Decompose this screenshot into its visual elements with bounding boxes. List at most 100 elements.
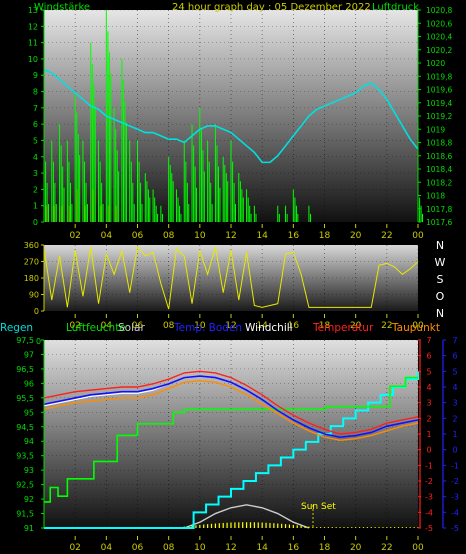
temperature-axis-ticks: -5 -4 -3 -2 -1 0 1 2 3 4 5 6 7 [418,336,433,533]
x-tick-label: 14 [256,543,268,553]
x-tick-label: 12 [225,231,236,241]
x-tick-label: 08 [163,543,175,553]
x-tick-label: 00 [412,231,424,241]
humidity-tick-label: 95 [24,408,34,417]
x-tick-label: 02 [69,231,80,241]
compass-label: N [436,307,444,320]
pressure-tick-label: 1018,2 [426,178,452,187]
x-tick-label: 20 [350,543,362,553]
x-tick-label: 16 [288,543,300,553]
legend-solar: Solar [118,322,145,334]
mid-x-axis-ticks: 02 04 06 08 10 12 14 16 18 20 22 00 [69,314,424,331]
x-tick-label: 00 [412,543,424,553]
compass-label: W [435,256,446,269]
wind-tick-label: 11 [28,39,38,48]
direction-tick-label: 180 [24,274,39,283]
x-tick-label: 06 [132,543,144,553]
temperature-humidity-panel: Sun Set 91 91,5 92 92,5 93 93,5 94 94,5 95 95,5 96… [16,336,459,553]
humidity-tick-label: 91,5 [16,510,34,519]
wind-tick-label: 10 [28,55,38,64]
x-tick-label: 10 [194,231,206,241]
legend-windchill: Windchill [245,322,293,334]
pressure-axis-ticks: 1017,6 1017,8 1018 1018,2 1018,4 1018,6 1018,8… [417,6,452,227]
legend-dewpoint: Taupunkt [391,322,440,334]
humidity-tick-label: 92 [24,495,34,504]
x-tick-label: 12 [225,321,236,331]
x-tick-label: 18 [319,231,331,241]
wind-tick-label: 3 [33,169,38,178]
x-tick-label: 18 [319,543,331,553]
x-tick-label: 08 [163,321,175,331]
pressure-tick-label: 1018,6 [426,152,452,161]
temperature-tick-label: 4 [426,383,431,392]
wind-tick-label: 13 [28,6,38,15]
humidity-tick-label: 93 [24,466,34,475]
legend-row: Regen Luftfeuchte Solar Temp. Boden Wind… [0,322,440,334]
pressure-tick-label: 1018 [426,192,445,201]
x-tick-label: 10 [194,543,206,553]
pressure-tick-label: 1020,8 [426,6,452,15]
soil-temp-tick-label: 0 [452,446,457,455]
humidity-tick-label: 97 [24,350,34,359]
pressure-tick-label: 1019,8 [426,72,452,81]
soil-temp-tick-label: 4 [452,383,457,392]
x-tick-label: 14 [256,321,268,331]
x-tick-label: 04 [101,321,113,331]
x-tick-label: 02 [69,321,80,331]
wind-tick-label: 4 [33,153,38,162]
soil-temp-line [43,375,419,438]
temperature-tick-label: 5 [426,367,431,376]
compass-label: N [436,239,444,252]
soil-temp-tick-label: 2 [452,414,457,423]
humidity-tick-label: 94,5 [16,423,34,432]
humidity-line [44,376,418,503]
x-tick-label: 10 [194,321,206,331]
pressure-line [43,68,419,164]
temperature-tick-label: -5 [425,524,433,533]
direction-tick-label: 270 [24,258,39,267]
soil-temp-tick-label: -2 [451,477,459,486]
wind-tick-label: 7 [33,104,38,113]
soil-temp-tick-label: -3 [451,493,459,502]
top-x-axis-ticks: 02 04 06 08 10 12 14 16 18 20 22 00 [69,224,424,241]
legend-soil-temp: Temp. Boden [173,322,242,334]
rain-cumulative-line [44,371,419,529]
solar-line [184,504,310,529]
direction-tick-label: 0 [34,307,39,316]
wind-tick-label: 2 [33,185,38,194]
humidity-tick-label: 92,5 [16,481,34,490]
soil-temp-tick-label: 6 [452,352,457,361]
temperature-tick-label: 0 [426,446,431,455]
wind-tick-label: 6 [33,120,38,129]
soil-temp-tick-label: 3 [452,399,457,408]
direction-tick-label: 360 [24,241,39,250]
x-tick-label: 04 [101,231,113,241]
pressure-tick-label: 1019 [426,125,445,134]
pressure-tick-label: 1020,2 [426,46,452,55]
x-tick-label: 22 [381,543,392,553]
humidity-tick-label: 97,5 [16,336,34,345]
wind-tick-label: 12 [28,22,38,31]
x-tick-label: 12 [225,543,236,553]
graph-title: 24 hour graph day : 05 Dezember 2022 [172,2,371,13]
humidity-tick-label: 95,5 [16,394,34,403]
temperature-line [43,370,419,435]
temperature-tick-label: 3 [426,399,431,408]
x-tick-label: 16 [288,231,300,241]
x-tick-label: 18 [319,321,331,331]
wind-tick-label: 1 [33,202,38,211]
temperature-tick-label: 2 [426,414,431,423]
legend-rain: Regen [0,322,33,334]
wind-series [43,10,423,222]
x-tick-label: 20 [350,321,362,331]
humidity-tick-label: 93,5 [16,452,34,461]
wind-tick-label: 9 [33,71,38,80]
temperature-tick-label: -4 [425,508,433,517]
wind-axis-label: Windstärke [34,2,90,13]
x-tick-label: 22 [381,321,392,331]
humidity-tick-label: 91 [24,524,34,533]
